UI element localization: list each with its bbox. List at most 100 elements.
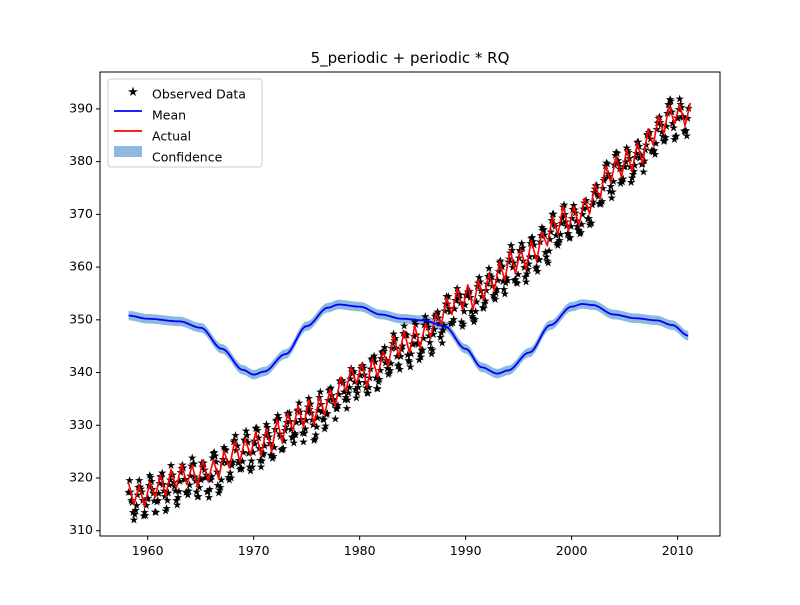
chart-title: 5_periodic + periodic * RQ: [311, 49, 510, 68]
observed-point: ★: [139, 509, 149, 522]
observed-point: ★: [334, 388, 344, 401]
observed-point: ★: [610, 149, 620, 162]
observed-point: ★: [468, 312, 478, 325]
observed-point: ★: [293, 404, 303, 417]
observed-point: ★: [242, 429, 252, 442]
observed-point: ★: [133, 488, 143, 501]
observed-point: ★: [370, 356, 380, 369]
observed-point: ★: [152, 495, 162, 508]
observed-point: ★: [540, 229, 550, 242]
observed-point: ★: [208, 452, 218, 465]
observed-point: ★: [192, 485, 202, 498]
observed-point: ★: [594, 197, 604, 210]
observed-point: ★: [633, 135, 643, 148]
observed-point: ★: [556, 228, 566, 241]
observed-point: ★: [548, 207, 558, 220]
observed-point: ★: [317, 405, 327, 418]
y-tick-label: 380: [69, 153, 93, 168]
observed-point: ★: [416, 350, 426, 363]
observed-point: ★: [183, 489, 193, 502]
observed-point: ★: [487, 271, 497, 284]
observed-point: ★: [553, 239, 563, 252]
observed-point: ★: [617, 175, 627, 188]
observed-point: ★: [573, 224, 583, 237]
observed-point: ★: [532, 261, 542, 274]
observed-point: ★: [320, 423, 330, 436]
observed-point: ★: [512, 277, 522, 290]
observed-point: ★: [169, 476, 179, 489]
observed-point: ★: [291, 429, 301, 442]
observed-point: ★: [344, 387, 354, 400]
observed-point: ★: [132, 499, 142, 512]
observed-point: ★: [219, 441, 229, 454]
observed-point: ★: [130, 508, 140, 521]
confidence-band: [128, 299, 689, 380]
observed-point: ★: [214, 486, 224, 499]
observed-point: ★: [314, 404, 324, 417]
observed-point: ★: [584, 212, 594, 225]
observed-point: ★: [542, 255, 552, 268]
observed-point: ★: [333, 399, 343, 412]
observed-point: ★: [379, 345, 389, 358]
observed-point: ★: [406, 348, 416, 361]
observed-point: ★: [179, 473, 189, 486]
observed-point: ★: [182, 486, 192, 499]
observed-point: ★: [537, 221, 547, 234]
observed-point: ★: [310, 433, 320, 446]
observed-point: ★: [517, 237, 527, 250]
observed-point: ★: [389, 328, 399, 341]
observed-point: ★: [137, 485, 147, 498]
observed-point: ★: [237, 462, 247, 475]
observed-point: ★: [404, 354, 414, 367]
observed-point: ★: [282, 416, 292, 429]
observed-point: ★: [471, 305, 481, 318]
observed-point: ★: [185, 478, 195, 491]
observed-point: ★: [187, 451, 197, 464]
observed-point: ★: [350, 375, 360, 388]
observed-point: ★: [375, 364, 385, 377]
observed-point: ★: [427, 343, 437, 356]
observed-point: ★: [575, 227, 585, 240]
observed-point: ★: [422, 317, 432, 330]
observed-point: ★: [585, 219, 595, 232]
observed-point: ★: [284, 407, 294, 420]
observed-point: ★: [262, 421, 272, 434]
observed-point: ★: [188, 458, 198, 471]
observed-point: ★: [166, 459, 176, 472]
observed-point: ★: [597, 195, 607, 208]
observed-point: ★: [528, 235, 538, 248]
observed-point: ★: [632, 147, 642, 160]
observed-point: ★: [375, 373, 385, 386]
observed-point: ★: [381, 356, 391, 369]
observed-point: ★: [466, 305, 476, 318]
observed-point: ★: [647, 145, 657, 158]
observed-point: ★: [245, 461, 255, 474]
observed-point: ★: [663, 98, 673, 111]
observed-point: ★: [480, 295, 490, 308]
observed-point: ★: [299, 436, 309, 449]
observed-point: ★: [607, 192, 617, 205]
observed-point: ★: [157, 466, 167, 479]
observed-point: ★: [151, 506, 161, 519]
observed-point: ★: [593, 188, 603, 201]
observed-point: ★: [587, 198, 597, 211]
observed-point: ★: [255, 454, 265, 467]
observed-point: ★: [631, 151, 641, 164]
observed-point: ★: [513, 268, 523, 281]
observed-point: ★: [216, 474, 226, 487]
observed-point: ★: [546, 226, 556, 239]
observed-point: ★: [383, 368, 393, 381]
observed-point: ★: [250, 438, 260, 451]
observed-point: ★: [415, 348, 425, 361]
observed-point: ★: [462, 289, 472, 302]
observed-point: ★: [682, 130, 692, 143]
observed-point: ★: [451, 294, 461, 307]
observed-point: ★: [247, 460, 257, 473]
observed-point: ★: [445, 306, 455, 319]
observed-point: ★: [614, 157, 624, 170]
observed-point: ★: [437, 337, 447, 350]
observed-point: ★: [225, 467, 235, 480]
observed-point: ★: [498, 275, 508, 288]
observed-point: ★: [491, 287, 501, 300]
observed-point: ★: [657, 126, 667, 139]
